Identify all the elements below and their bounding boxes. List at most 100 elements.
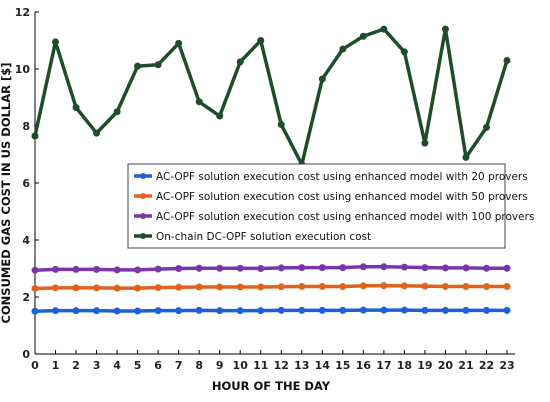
data-point (441, 264, 449, 272)
x-tick-label: 2 (72, 359, 80, 372)
legend-marker (140, 173, 146, 179)
data-point (93, 129, 101, 137)
y-tick-labels: 0 2 4 6 8 10 12 (15, 6, 31, 361)
data-point (236, 58, 244, 66)
data-point (339, 45, 347, 53)
data-point (93, 284, 101, 292)
data-point (462, 282, 470, 290)
legend-box (127, 163, 506, 249)
axes (34, 11, 515, 355)
y-tick-label: 10 (15, 63, 31, 76)
data-point (31, 132, 39, 140)
data-point (400, 282, 408, 290)
x-tick-label: 11 (253, 359, 268, 372)
data-point (216, 264, 224, 272)
data-point (31, 284, 39, 292)
data-point (31, 266, 39, 274)
x-tick-label: 0 (31, 359, 39, 372)
data-point (154, 284, 162, 292)
data-point (503, 306, 511, 314)
x-tick-label: 22 (479, 359, 494, 372)
data-point (318, 75, 326, 83)
data-point (318, 306, 326, 314)
data-point (359, 282, 367, 290)
x-tick-label: 15 (335, 359, 350, 372)
x-tick-label: 5 (134, 359, 142, 372)
data-point (277, 283, 285, 291)
data-point (441, 282, 449, 290)
data-point (441, 306, 449, 314)
x-tick-label: 16 (356, 359, 372, 372)
data-point (113, 266, 121, 274)
data-point (482, 306, 490, 314)
data-point (359, 263, 367, 271)
data-point (277, 121, 285, 129)
y-tick-label: 4 (22, 234, 30, 247)
data-point (400, 48, 408, 56)
series-4 (31, 25, 511, 168)
y-tick-label: 8 (22, 120, 30, 133)
data-point (72, 307, 80, 315)
data-point (421, 264, 429, 272)
data-point (380, 306, 388, 314)
legend-label: AC-OPF solution execution cost using enh… (156, 171, 528, 183)
legend-marker (140, 193, 146, 199)
data-point (113, 108, 121, 116)
data-point (462, 153, 470, 161)
data-point (318, 282, 326, 290)
data-point (134, 307, 142, 315)
data-point (52, 284, 60, 292)
data-point (482, 123, 490, 131)
x-tick-label: 8 (195, 359, 203, 372)
data-point (154, 61, 162, 69)
data-point (216, 307, 224, 315)
legend-marker (140, 233, 146, 239)
data-point (72, 103, 80, 111)
legend-label: On-chain DC-OPF solution execution cost (156, 231, 371, 243)
x-tick-label: 20 (438, 359, 454, 372)
y-tick-label: 0 (22, 348, 30, 361)
data-point (236, 307, 244, 315)
y-tick-label: 12 (15, 6, 30, 19)
x-tick-label: 3 (93, 359, 101, 372)
y-tick-label: 2 (22, 291, 30, 304)
legend-label: AC-OPF solution execution cost using enh… (156, 191, 528, 203)
x-tick-label: 19 (417, 359, 432, 372)
data-point (52, 307, 60, 315)
data-point (298, 282, 306, 290)
data-point (134, 284, 142, 292)
data-point (421, 139, 429, 147)
x-tick-label: 7 (175, 359, 183, 372)
data-point (236, 283, 244, 291)
data-point (421, 306, 429, 314)
data-point (400, 306, 408, 314)
data-point (175, 265, 183, 272)
data-point (195, 264, 203, 272)
data-point (380, 263, 388, 271)
data-point (298, 306, 306, 314)
legend: AC-OPF solution execution cost using enh… (127, 163, 534, 249)
x-tick-label: 6 (154, 359, 162, 372)
x-tick-label: 23 (499, 359, 514, 372)
data-point (175, 283, 183, 291)
data-point (52, 265, 60, 273)
data-point (93, 307, 101, 315)
data-point (318, 264, 326, 272)
y-tick-label: 6 (22, 177, 30, 190)
data-point (154, 265, 162, 273)
data-point (134, 266, 142, 274)
x-tick-label: 12 (274, 359, 289, 372)
series-layer (31, 25, 511, 315)
data-point (257, 283, 265, 291)
data-point (195, 283, 203, 291)
data-point (482, 282, 490, 290)
data-point (339, 306, 347, 314)
data-point (216, 112, 224, 120)
data-point (72, 265, 80, 273)
x-tick-labels: 0 1 2 3 4 5 6 7 8 9 10 11 12 13 14 15 16 17 18 19 20 21 22 23 (31, 359, 514, 372)
x-tick-label: 4 (113, 359, 121, 372)
series-line (34, 308, 507, 313)
data-point (257, 37, 265, 44)
x-tick-label: 21 (458, 359, 473, 372)
